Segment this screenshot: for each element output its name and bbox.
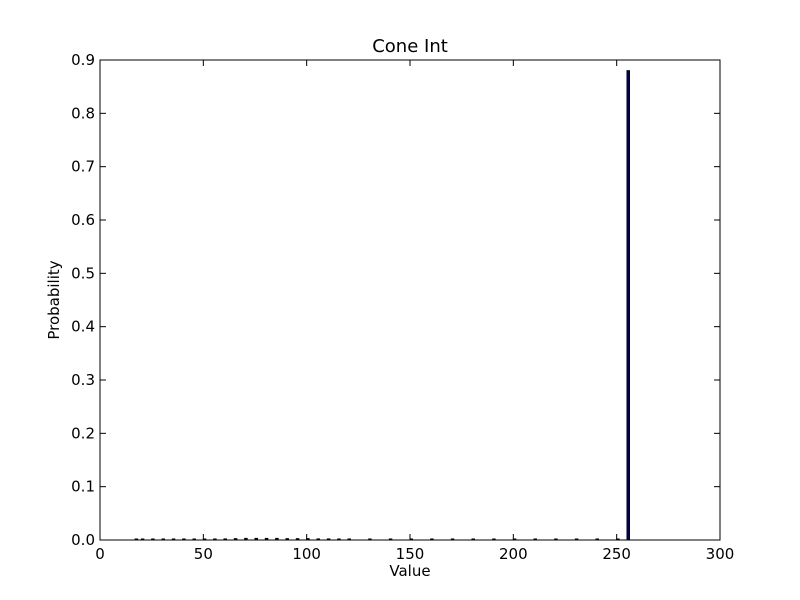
y-tick-label: 0.4: [71, 318, 95, 336]
x-tick-label: 100: [292, 545, 321, 563]
y-tick-label: 0.5: [71, 264, 95, 282]
chart-title: Cone Int: [372, 36, 448, 57]
y-tick-label: 0.2: [71, 424, 95, 442]
y-tick-label: 0.6: [71, 211, 95, 229]
y-tick-label: 0.0: [71, 531, 95, 549]
x-tick-label: 250: [602, 545, 631, 563]
y-tick-label: 0.7: [71, 158, 95, 176]
x-axis-label: Value: [389, 562, 430, 580]
y-axis-label: Probability: [45, 260, 63, 339]
x-tick-label: 0: [95, 545, 105, 563]
y-tick-label: 0.9: [71, 51, 95, 69]
x-tick-label: 200: [499, 545, 528, 563]
x-tick-label: 300: [706, 545, 735, 563]
x-tick-label: 150: [396, 545, 425, 563]
y-tick-label: 0.8: [71, 104, 95, 122]
bar-35: [626, 70, 630, 541]
plot-frame: [99, 59, 721, 541]
plot-area: [100, 60, 720, 540]
x-tick-label: 50: [194, 545, 213, 563]
ticks-layer: 0 50 100 150 200 250 300 0.0 0.1 0.2 0.3 0.4 0.5 0.6 0…: [71, 51, 734, 563]
y-tick-label: 0.3: [71, 371, 95, 389]
y-tick-label: 0.1: [71, 478, 95, 496]
